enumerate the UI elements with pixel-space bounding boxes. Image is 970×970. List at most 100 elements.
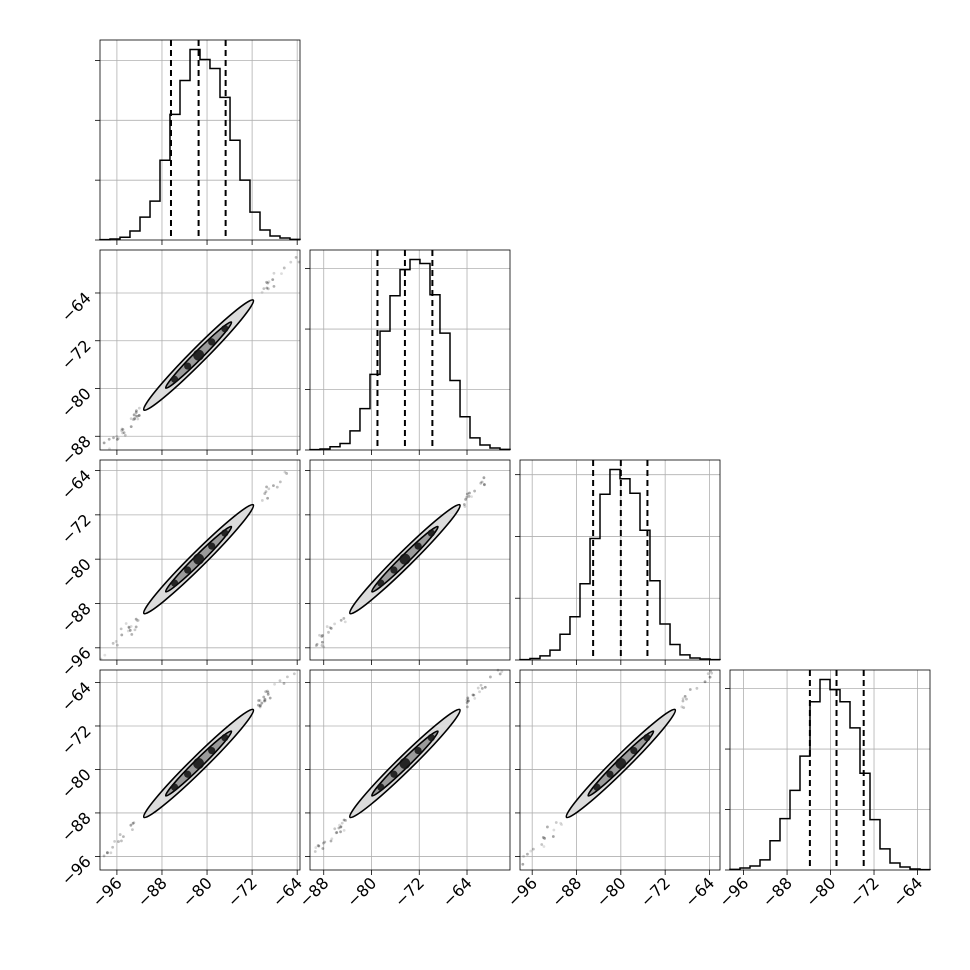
scatter-point [120,633,124,637]
panel-frame [309,249,511,451]
scatter-point [531,847,535,851]
scatter-point [463,505,467,508]
scatter-point [708,675,712,679]
scatter-panel [99,470,289,661]
scatter-point [280,272,283,276]
scatter-point [103,653,107,657]
scatter-point [551,835,555,838]
y-tick-label: −96 [58,643,95,680]
scatter-point [325,625,329,628]
scatter-point [466,696,470,700]
scatter-point [134,617,138,621]
contour-outer-line [565,708,677,819]
scatter-point [482,482,486,486]
scatter-point [121,431,125,435]
scatter-point [465,698,469,702]
scatter-point [342,818,346,822]
scatter-point [258,705,262,709]
scatter-point [480,480,484,484]
scatter-point [264,490,268,494]
scatter-point [540,843,544,846]
density-core [427,529,435,537]
scatter-point [467,494,471,498]
scatter-point [521,862,525,866]
scatter-point [343,620,347,624]
scatter-point [278,679,282,683]
x-tick-label: −72 [846,873,883,910]
scatter-point [695,686,699,690]
scatter-point [264,690,268,694]
x-tick-label: −96 [88,873,125,910]
scatter-panel [102,255,301,451]
density-core [184,362,192,370]
scatter-point [320,644,324,647]
scatter-point [462,503,466,506]
scatter-point [285,472,289,475]
scatter-point [339,618,343,622]
y-tick-label: −64 [58,288,95,325]
scatter-point [317,844,321,848]
scatter-point [133,628,137,632]
scatter-point [470,495,474,499]
scatter-panel [521,669,714,866]
panel-frame [309,669,511,871]
scatter-point [121,835,125,839]
scatter-point [137,406,141,410]
density-core [643,734,651,742]
scatter-point [315,642,319,646]
scatter-point [120,427,124,431]
scatter-point [282,266,286,270]
scatter-point [109,851,113,855]
scatter-point [266,692,270,696]
density-core [208,338,216,346]
x-tick-label: −88 [133,873,170,910]
scatter-point [133,417,137,421]
scatter-point [262,695,266,699]
scatter-point [542,845,546,848]
scatter-point [560,823,563,827]
scatter-point [116,437,120,440]
scatter-point [541,836,545,839]
scatter-point [467,699,470,703]
scatter-point [681,697,685,701]
scatter-point [129,624,133,628]
scatter-point [688,688,692,691]
scatter-point [263,699,267,703]
scatter-point [258,704,262,708]
scatter-point [522,854,525,858]
contour-outer-line [348,503,461,615]
scatter-point [682,706,686,709]
scatter-point [265,280,268,284]
contour-outer-line [348,708,461,819]
scatter-point [339,825,343,828]
scatter-point [334,831,338,835]
scatter-point [131,822,135,825]
scatter-point [283,470,287,474]
x-tick-label: −96 [715,873,752,910]
scatter-point [106,851,109,855]
scatter-point [136,417,140,421]
scatter-point [339,825,343,829]
density-core [593,783,601,791]
scatter-point [465,701,469,705]
x-tick-label: −88 [548,873,585,910]
scatter-point [266,689,269,693]
scatter-point [314,644,318,647]
density-core [414,542,422,550]
scatter-point [137,414,141,418]
x-tick-label: −88 [295,873,332,910]
scatter-panel [314,476,486,649]
scatter-point [115,437,119,441]
scatter-point [263,697,267,701]
scatter-point [134,414,138,418]
scatter-point [108,447,111,451]
panel-frame [309,459,511,661]
scatter-point [314,846,318,849]
y-tick-label: −72 [58,721,95,758]
scatter-point [275,485,279,489]
density-core [208,542,216,550]
scatter-point [134,409,138,413]
density-core [390,566,398,574]
x-tick-label: −64 [439,873,476,910]
